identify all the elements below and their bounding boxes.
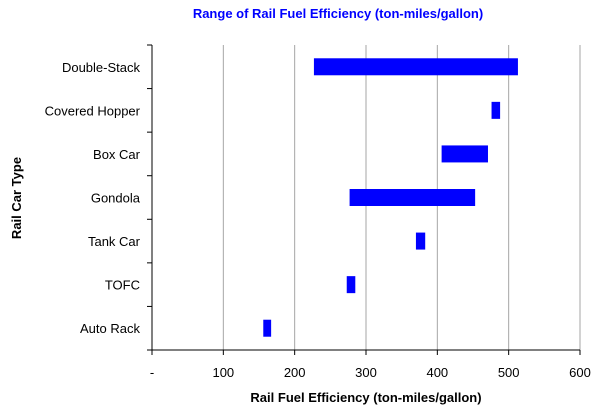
bar-covered-hopper: [491, 101, 501, 119]
y-tick-label: Tank Car: [88, 234, 141, 249]
y-tick-label: Double-Stack: [62, 60, 141, 75]
y-axis-title: Rail Car Type: [9, 157, 24, 239]
bar-gondola: [349, 189, 476, 206]
y-tick-label: Box Car: [93, 147, 141, 162]
bar-tank-car: [415, 232, 426, 250]
bar-box-car: [441, 145, 488, 163]
x-tick-label: 300: [355, 365, 377, 380]
x-tick-label: 600: [569, 365, 591, 380]
bars: [263, 58, 518, 337]
x-tick-label: 100: [212, 365, 234, 380]
y-tick-label: Auto Rack: [80, 321, 140, 336]
bar-double-stack: [313, 58, 518, 76]
tick-labels: Double-Stack Covered Hopper Box Car Gondola…: [45, 60, 591, 380]
axes: [147, 44, 581, 355]
x-tick-label: -: [150, 365, 154, 380]
y-tick-label: Gondola: [91, 191, 141, 206]
y-tick-label: TOFC: [105, 278, 140, 293]
x-tick-label: 400: [426, 365, 448, 380]
bar-auto-rack: [263, 319, 272, 337]
x-axis-title: Rail Fuel Efficiency (ton-miles/gallon): [250, 390, 481, 405]
x-tick-label: 200: [284, 365, 306, 380]
y-tick-label: Covered Hopper: [45, 103, 141, 118]
chart-title: Range of Rail Fuel Efficiency (ton-miles…: [193, 6, 483, 21]
bar-tofc: [346, 276, 356, 294]
x-tick-label: 500: [498, 365, 520, 380]
